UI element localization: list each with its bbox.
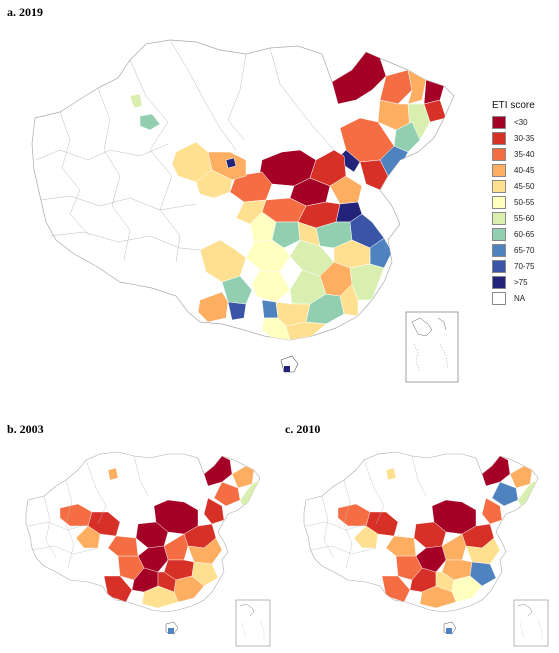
china-map-2010 (303, 451, 549, 647)
legend-item: >75 (492, 274, 535, 290)
legend-item: 45-50 (492, 178, 535, 194)
legend-item: <30 (492, 114, 535, 130)
legend-label: 65-70 (514, 245, 535, 255)
legend-item: 70-75 (492, 258, 535, 274)
legend-label: 70-75 (514, 261, 535, 271)
legend-swatch (492, 179, 506, 193)
legend-swatch (492, 163, 506, 177)
legend: ETI score <30 30-35 35-40 40-45 45-50 50-55 55… (492, 100, 535, 306)
legend-item: 30-35 (492, 130, 535, 146)
legend-swatch (492, 243, 506, 257)
legend-swatch (492, 275, 506, 289)
legend-label: 55-60 (514, 213, 535, 223)
legend-label: NA (514, 293, 526, 303)
legend-label: 35-40 (514, 149, 535, 159)
legend-label: 45-50 (514, 181, 535, 191)
legend-label: 30-35 (514, 133, 535, 143)
legend-swatch (492, 211, 506, 225)
legend-label: <30 (514, 117, 528, 127)
legend-title: ETI score (492, 100, 535, 111)
legend-item: 40-45 (492, 162, 535, 178)
legend-item: 60-65 (492, 226, 535, 242)
legend-swatch (492, 259, 506, 273)
south-china-sea-inset (405, 311, 459, 383)
legend-label: 60-65 (514, 229, 535, 239)
legend-swatch (492, 227, 506, 241)
china-map-2019 (31, 39, 459, 383)
panel-label-2010: c. 2010 (285, 422, 321, 436)
legend-swatch (492, 147, 506, 161)
legend-item: 35-40 (492, 146, 535, 162)
panel-label-2019: a. 2019 (7, 5, 43, 19)
legend-label: 40-45 (514, 165, 535, 175)
legend-swatch (492, 115, 506, 129)
legend-item: 55-60 (492, 210, 535, 226)
legend-item: 50-55 (492, 194, 535, 210)
legend-label: 50-55 (514, 197, 535, 207)
legend-swatch (492, 291, 506, 305)
legend-swatch (492, 195, 506, 209)
panel-label-2003: b. 2003 (7, 422, 44, 436)
legend-label: >75 (514, 277, 528, 287)
legend-item: 65-70 (492, 242, 535, 258)
legend-item: NA (492, 290, 535, 306)
china-map-2003 (25, 451, 271, 647)
legend-swatch (492, 131, 506, 145)
